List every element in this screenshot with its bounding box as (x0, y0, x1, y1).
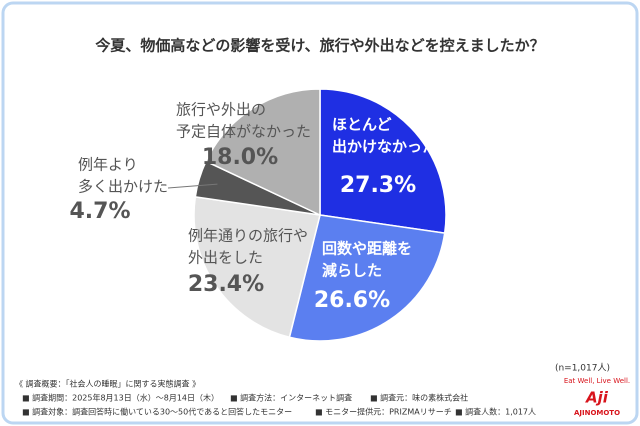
slice-label: 例年通りの旅行や (188, 227, 308, 245)
slice-label: 減らした (322, 262, 382, 280)
value-label: 26.6% (314, 288, 390, 313)
slice-label: ほとんど (332, 116, 392, 134)
value-label: 23.4% (188, 272, 264, 297)
footer-item: ■ モニター提供元：PRIZMAリサーチ (315, 407, 452, 417)
footer-item: ■ 調査人数：1,017人 (455, 407, 536, 417)
pie (193, 88, 447, 342)
footer-item: ■ 調査期間：2025年8月13日（水）～8月14日（木） (22, 393, 219, 403)
value-label: 27.3% (340, 173, 416, 198)
slice-label: 予定自体がなかった (176, 123, 311, 141)
footer-item: ■ 調査方法：インターネット調査 (230, 393, 352, 403)
pie-slice (319, 88, 447, 234)
logo-mark: Aji (585, 389, 609, 407)
logo-name: AJINOMOTO (574, 409, 620, 417)
footer-item: ■ 調査元：味の素株式会社 (370, 393, 468, 403)
slice-label: 例年より (78, 156, 138, 174)
note: (n=1,017人) (555, 363, 610, 374)
leader-line (167, 183, 218, 189)
slice-label: 外出をした (188, 249, 263, 267)
footer-item: ■ 調査対象：調査回答時に働いている30～50代であると回答したモニター (22, 407, 292, 417)
slice-label: 回数や距離を (322, 240, 412, 258)
slice-label: 出かけなかった (332, 138, 437, 156)
value-label: 18.0% (202, 145, 278, 170)
chart-title: 今夏、物価高などの影響を受け、旅行や外出などを控えましたか？ (94, 37, 544, 55)
footer-heading: 《 調査概要：「社会人の睡眠」に関する実態調査 》 (15, 379, 200, 389)
slice-label: 多く出かけた (78, 178, 168, 196)
pie-slice (288, 214, 446, 342)
logo-tagline: Eat Well, Live Well. (564, 377, 630, 385)
pie-slice (204, 88, 321, 217)
slice-label: 旅行や外出の (176, 101, 266, 119)
value-label: 4.7% (69, 199, 130, 224)
pie-slice (193, 196, 321, 339)
